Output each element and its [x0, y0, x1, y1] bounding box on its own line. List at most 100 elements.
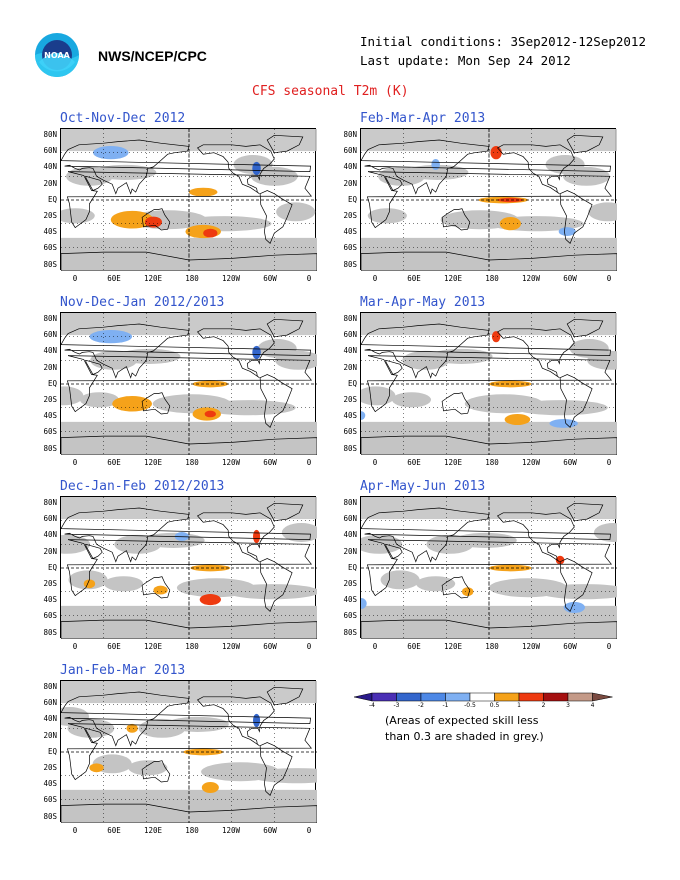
lat-label: 20N: [343, 178, 357, 188]
lon-label: 180: [185, 274, 199, 283]
lat-label: 40S: [43, 595, 57, 605]
lon-label: 0: [306, 274, 312, 283]
lat-label: 20S: [343, 579, 357, 588]
lon-label: 60E: [107, 458, 121, 467]
lat-label: 40S: [43, 779, 57, 789]
lon-label: 120E: [143, 274, 163, 283]
lat-label: EQ: [47, 378, 57, 388]
lat-label: 20S: [343, 211, 357, 220]
lat-label: 40N: [343, 530, 357, 540]
lon-label: 120W: [221, 826, 241, 835]
lat-label: 60N: [43, 514, 57, 524]
lat-label: 60N: [43, 330, 57, 340]
lon-label: 0: [372, 274, 378, 283]
lat-label: EQ: [347, 378, 357, 388]
lat-label: 80N: [343, 130, 357, 139]
legend-tick-label: -4: [369, 702, 375, 709]
lon-label: 0: [72, 274, 78, 283]
panel-title: Apr-May-Jun 2013: [360, 479, 486, 494]
lon-label: 60E: [107, 274, 121, 283]
lon-label: 60W: [263, 458, 277, 467]
color-legend: -4 -3 -2 -1 -0.5 0.5 1 2 3 4: [352, 690, 632, 712]
lat-label: 80N: [43, 314, 57, 323]
lat-label: 20S: [43, 395, 57, 404]
legend-tick-label: 2: [541, 702, 546, 709]
lat-label: 60N: [43, 146, 57, 156]
map-panel: [360, 496, 617, 639]
panel-title: Oct-Nov-Dec 2012: [60, 111, 186, 126]
lon-label: 0: [372, 642, 378, 651]
map-panel: [60, 680, 317, 823]
world-map: [361, 497, 617, 639]
lat-label: 80S: [343, 627, 357, 637]
legend-tick-label: 3: [566, 702, 570, 709]
legend-tick-label: -2: [418, 702, 424, 709]
logo-text: NOAA: [44, 51, 70, 60]
lat-label: 80S: [43, 811, 57, 821]
lon-label: 60E: [407, 274, 421, 283]
lat-label: 40N: [43, 530, 57, 540]
lon-label: 180: [485, 458, 499, 467]
lat-label: 40S: [343, 227, 357, 237]
lat-label: EQ: [47, 746, 57, 756]
lat-label: 60S: [43, 795, 57, 805]
lat-label: 80N: [43, 498, 57, 507]
world-map: [361, 129, 617, 271]
lon-label: 0: [306, 458, 312, 467]
lat-label: 40S: [343, 595, 357, 605]
lat-label: 20S: [43, 211, 57, 220]
lon-label: 120E: [143, 458, 163, 467]
lon-label: 120E: [443, 642, 463, 651]
lon-label: 60E: [407, 458, 421, 467]
lat-label: EQ: [47, 562, 57, 572]
lon-label: 0: [606, 458, 612, 467]
world-map: [61, 313, 317, 455]
lat-label: 80S: [343, 443, 357, 453]
legend-tick-label: 4: [590, 702, 595, 709]
lon-label: 60W: [263, 274, 277, 283]
legend-tick-label: 1: [517, 702, 521, 709]
lon-label: 60W: [563, 274, 577, 283]
lon-label: 60W: [563, 642, 577, 651]
legend-tick-label: -3: [393, 702, 400, 709]
lat-label: 60N: [343, 514, 357, 524]
lat-label: 80N: [343, 314, 357, 323]
world-map: [361, 313, 617, 455]
lat-label: 20N: [43, 178, 57, 188]
lat-label: 80N: [43, 130, 57, 139]
lat-label: 20N: [343, 362, 357, 372]
lat-label: 40N: [43, 714, 57, 724]
panel-title: Nov-Dec-Jan 2012/2013: [60, 295, 225, 310]
lon-label: 0: [72, 826, 78, 835]
lat-label: 60S: [43, 427, 57, 437]
lon-label: 120W: [521, 274, 541, 283]
lon-label: 180: [185, 826, 199, 835]
lon-label: 180: [185, 458, 199, 467]
legend-tick-label: 0.5: [489, 702, 500, 709]
lat-label: 20N: [43, 546, 57, 556]
lat-label: 60N: [43, 698, 57, 708]
lat-label: 60S: [43, 243, 57, 253]
lat-label: 20N: [43, 730, 57, 740]
lon-label: 180: [485, 274, 499, 283]
world-map: [61, 129, 317, 271]
lat-label: 20S: [43, 579, 57, 588]
lon-label: 120E: [143, 642, 163, 651]
noaa-logo-icon: NOAA: [35, 33, 79, 77]
panel-title: Jan-Feb-Mar 2013: [60, 663, 186, 678]
lon-label: 60W: [563, 458, 577, 467]
lon-label: 120W: [221, 274, 241, 283]
lat-label: 20N: [43, 362, 57, 372]
lat-label: 40S: [343, 411, 357, 421]
lat-label: 80N: [43, 682, 57, 691]
lon-label: 0: [72, 458, 78, 467]
lat-label: 60S: [343, 243, 357, 253]
legend-tick-label: -1: [442, 702, 449, 709]
lat-label: 80S: [343, 259, 357, 269]
lat-label: 40N: [343, 162, 357, 172]
initial-conditions: Initial conditions: 3Sep2012-12Sep2012: [360, 34, 646, 49]
lat-label: 40S: [43, 227, 57, 237]
lon-label: 120E: [143, 826, 163, 835]
world-map: [61, 681, 317, 823]
lon-label: 120W: [221, 458, 241, 467]
